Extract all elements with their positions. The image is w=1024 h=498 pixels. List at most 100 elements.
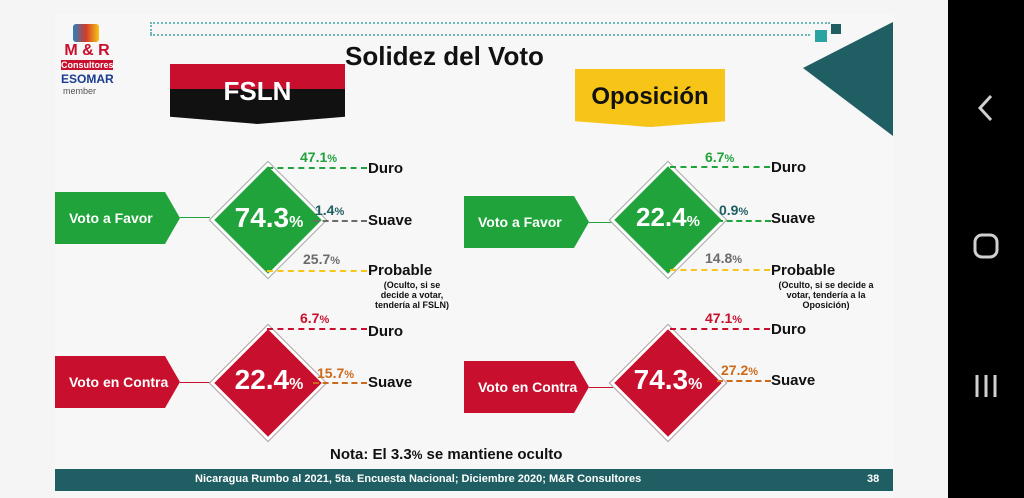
oposicion-banner-label: Oposición bbox=[591, 83, 709, 110]
logo-graphic-icon bbox=[73, 24, 99, 42]
fsln-favor-note: (Oculto, si se decide a votar, tendería … bbox=[374, 280, 449, 310]
oposicion-favor-suave-value: 0.9 bbox=[719, 202, 739, 218]
frame-line-2 bbox=[150, 34, 810, 36]
fsln-favor-suave-label: Suave bbox=[368, 212, 413, 229]
logo: M & R Consultores ESOMAR member bbox=[59, 24, 114, 104]
oposicion-contra-duro-line bbox=[670, 328, 770, 330]
back-icon[interactable] bbox=[966, 88, 1006, 128]
fsln-favor-label-text: Voto a Favor bbox=[69, 210, 153, 226]
fsln-contra-suave-label: Suave bbox=[368, 374, 413, 391]
fsln-contra-suave-line bbox=[313, 382, 367, 384]
fsln-contra-suave-value: 15.7 bbox=[317, 365, 345, 381]
fsln-banner-label: FSLN bbox=[223, 76, 292, 106]
fsln-banner: FSLN bbox=[170, 64, 345, 124]
oposicion-favor-suave-line bbox=[717, 220, 771, 222]
oposicion-contra-label-text: Voto en Contra bbox=[478, 379, 578, 395]
fsln-contra-duro-label: Duro bbox=[368, 323, 403, 340]
recents-icon[interactable] bbox=[966, 366, 1006, 406]
pct-sign: % bbox=[330, 255, 341, 267]
fsln-favor-suave-value: 1.4 bbox=[315, 202, 335, 218]
oposicion-contra-suave-label: Suave bbox=[771, 372, 816, 389]
fsln-favor-center-value: 74.3 bbox=[234, 202, 290, 233]
oposicion-favor-probable-pct: 14.8% bbox=[705, 250, 742, 266]
fsln-favor-duro-pct: 47.1% bbox=[300, 149, 337, 165]
pct-sign: % bbox=[748, 366, 759, 378]
oposicion-favor-center-value: 22.4 bbox=[636, 202, 687, 232]
oposicion-favor-label-text: Voto a Favor bbox=[478, 214, 562, 230]
fsln-favor-center: 74.3% bbox=[219, 202, 319, 234]
pct-sign: % bbox=[319, 314, 330, 326]
oposicion-favor-center: 22.4% bbox=[618, 202, 718, 233]
fsln-contra-duro-line bbox=[267, 328, 367, 330]
logo-member: member bbox=[63, 86, 97, 96]
oposicion-favor-duro-value: 6.7 bbox=[705, 149, 725, 165]
oposicion-contra-suave-pct: 27.2% bbox=[721, 362, 758, 378]
screen: M & R Consultores ESOMAR member Solidez … bbox=[0, 0, 948, 498]
corner-decoration bbox=[803, 22, 893, 136]
oposicion-favor-probable-value: 14.8 bbox=[705, 250, 733, 266]
page-title: Solidez del Voto bbox=[345, 41, 544, 71]
fsln-contra-label: Voto en Contra bbox=[55, 356, 180, 408]
pct-sign: % bbox=[732, 314, 743, 326]
pct-sign: % bbox=[732, 254, 743, 266]
fsln-contra-duro-value: 6.7 bbox=[300, 310, 320, 326]
fsln-contra-duro-pct: 6.7% bbox=[300, 310, 329, 326]
pct-sign: % bbox=[688, 376, 703, 393]
oposicion-contra-center: 74.3% bbox=[618, 364, 718, 396]
fsln-favor-probable-pct: 25.7% bbox=[303, 251, 340, 267]
pct-sign: % bbox=[411, 448, 423, 462]
corner-square-1 bbox=[815, 30, 827, 42]
fsln-favor-suave-line bbox=[313, 220, 367, 222]
logo-brand: M & R bbox=[64, 42, 110, 59]
fsln-favor-duro-value: 47.1 bbox=[300, 149, 328, 165]
oposicion-favor-suave-pct: 0.9% bbox=[719, 202, 748, 218]
pct-sign: % bbox=[289, 214, 304, 231]
navigation-bar bbox=[948, 0, 1024, 498]
oposicion-contra-center-value: 74.3 bbox=[633, 364, 689, 395]
fsln-favor-duro-label: Duro bbox=[368, 160, 403, 177]
fsln-contra-center-value: 22.4 bbox=[234, 364, 290, 395]
oposicion-contra-duro-label: Duro bbox=[771, 321, 806, 338]
oposicion-favor-suave-label: Suave bbox=[771, 210, 816, 227]
oposicion-favor-probable-line bbox=[670, 269, 770, 271]
pct-sign: % bbox=[327, 153, 338, 165]
home-icon[interactable] bbox=[966, 226, 1006, 266]
pct-sign: % bbox=[738, 206, 749, 218]
pct-sign: % bbox=[334, 206, 345, 218]
oposicion-favor-label: Voto a Favor bbox=[464, 196, 589, 248]
connector bbox=[589, 387, 613, 388]
oposicion-favor-duro-line bbox=[670, 166, 770, 168]
connector bbox=[180, 217, 210, 218]
oposicion-favor-duro-label: Duro bbox=[771, 159, 806, 176]
fsln-contra-center: 22.4% bbox=[219, 364, 319, 396]
footer-text: Nicaragua Rumbo al 2021, 5ta. Encuesta N… bbox=[195, 473, 642, 485]
fsln-favor-duro-line bbox=[267, 167, 367, 169]
page-number: 38 bbox=[867, 473, 880, 485]
pct-sign: % bbox=[289, 376, 304, 393]
fsln-favor-probable-value: 25.7 bbox=[303, 251, 331, 267]
connector bbox=[180, 382, 210, 383]
corner-triangle bbox=[803, 22, 893, 136]
pct-sign: % bbox=[344, 369, 355, 381]
connector bbox=[589, 222, 613, 223]
fsln-contra-suave-pct: 15.7% bbox=[317, 365, 354, 381]
oposicion-contra-duro-pct: 47.1% bbox=[705, 310, 742, 326]
oposicion-contra-suave-value: 27.2 bbox=[721, 362, 749, 378]
corner-square-2 bbox=[831, 24, 841, 34]
oposicion-contra-duro-value: 47.1 bbox=[705, 310, 733, 326]
fsln-contra-label-text: Voto en Contra bbox=[69, 374, 169, 390]
footer-bar: Nicaragua Rumbo al 2021, 5ta. Encuesta N… bbox=[55, 469, 893, 491]
nota: Nota: El 3.3% se mantiene oculto bbox=[330, 446, 562, 463]
oposicion-contra-suave-line bbox=[717, 380, 771, 382]
frame-line bbox=[150, 22, 830, 24]
oposicion-banner: Oposición bbox=[575, 69, 725, 127]
fsln-favor-probable-line bbox=[267, 270, 367, 272]
oposicion-favor-duro-pct: 6.7% bbox=[705, 149, 734, 165]
oposicion-contra-label: Voto en Contra bbox=[464, 361, 589, 413]
logo-sub: Consultores bbox=[61, 60, 114, 70]
slide: M & R Consultores ESOMAR member Solidez … bbox=[55, 14, 893, 498]
logo-esomar: ESOMAR bbox=[61, 72, 114, 86]
nota-prefix: Nota: El 3.3 bbox=[330, 446, 412, 463]
fsln-favor-label: Voto a Favor bbox=[55, 192, 180, 244]
nota-suffix: se mantiene oculto bbox=[422, 446, 563, 463]
